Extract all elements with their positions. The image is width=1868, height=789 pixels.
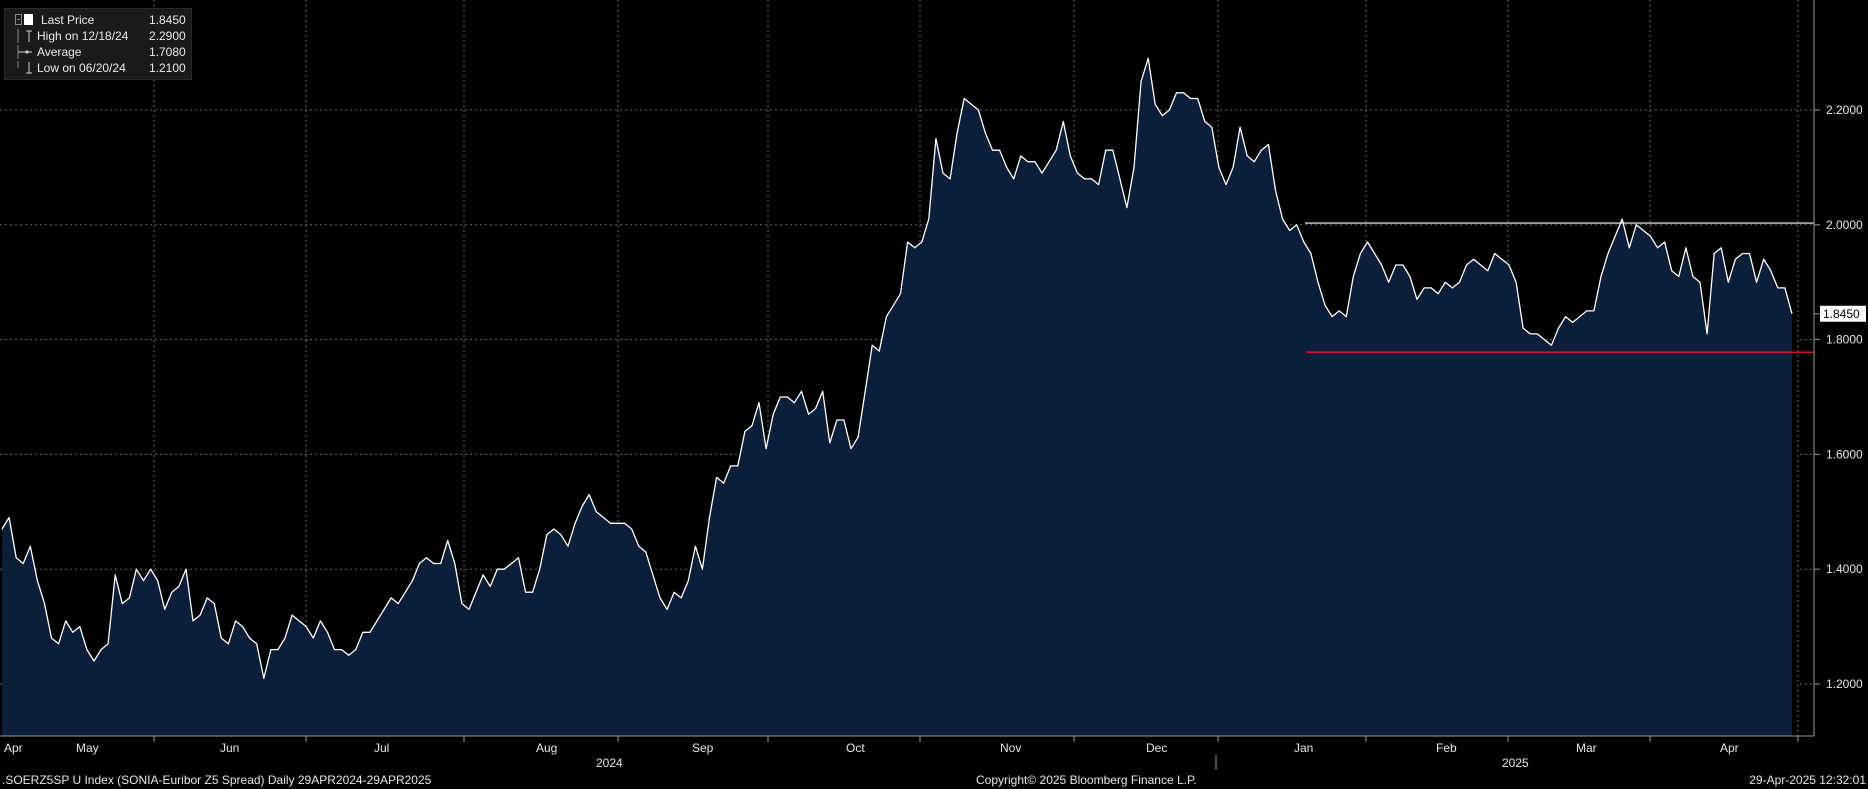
legend-row-last-price: Last Price 1.8450 — [5, 12, 191, 28]
legend-row-low: Low on 06/20/24 1.2100 — [5, 60, 191, 76]
legend-label: Average — [37, 45, 82, 59]
high-marker-icon — [17, 29, 32, 43]
legend-row-high: High on 12/18/24 2.2900 — [5, 28, 191, 44]
x-month-label: Feb — [1436, 741, 1457, 755]
annotations — [1305, 222, 1814, 736]
footer-timestamp: 29-Apr-2025 12:32:01 — [1749, 773, 1866, 787]
x-month-label: Jun — [220, 741, 239, 755]
x-year-label: 2025 — [1502, 756, 1529, 770]
x-month-label: Aug — [536, 741, 557, 755]
axes: 1.2000 1.4000 1.6000 1.8000 2.0000 2.2000 1.84… — [0, 0, 1866, 770]
x-month-label: Oct — [846, 741, 865, 755]
y-tick-label: 1.6000 — [1826, 447, 1863, 461]
last-price-swatch-icon — [15, 14, 33, 25]
footer-ticker-description: .SOERZ5SP U Index (SONIA-Euribor Z5 Spre… — [2, 773, 432, 787]
x-month-label: Mar — [1576, 741, 1597, 755]
legend-label: High on 12/18/24 — [37, 29, 129, 43]
series-area-fill — [2, 58, 1792, 737]
x-month-label: Dec — [1146, 741, 1167, 755]
average-marker-icon — [17, 45, 32, 59]
legend-label: Low on 06/20/24 — [37, 61, 126, 75]
x-month-label: Apr — [4, 741, 23, 755]
legend-row-average: Average 1.7080 — [5, 44, 191, 60]
legend-value: 2.2900 — [149, 29, 186, 43]
x-month-label: Jan — [1294, 741, 1313, 755]
last-value-badge — [1820, 305, 1866, 322]
x-year-label: 2024 — [596, 756, 623, 770]
y-tick-label: 2.0000 — [1826, 218, 1863, 232]
x-month-label: May — [76, 741, 99, 755]
legend: Last Price 1.8450 High on 12/18/24 2.290… — [4, 8, 192, 80]
legend-label: Last Price — [41, 13, 95, 27]
low-marker-icon — [17, 61, 32, 74]
legend-value: 1.2100 — [149, 61, 186, 75]
footer-copyright: Copyright© 2025 Bloomberg Finance L.P. — [976, 773, 1197, 787]
x-month-label: Apr — [1720, 741, 1739, 755]
last-value-label: 1.8450 — [1823, 307, 1860, 321]
y-tick-label: 2.2000 — [1826, 103, 1863, 117]
price-area — [1, 57, 1793, 737]
x-month-label: Nov — [1000, 741, 1021, 755]
x-month-label: Jul — [374, 741, 389, 755]
legend-value: 1.7080 — [149, 45, 186, 59]
y-tick-label: 1.4000 — [1826, 562, 1863, 576]
series-line — [1, 57, 1793, 679]
legend-value: 1.8450 — [149, 13, 186, 27]
y-tick-label: 1.2000 — [1826, 677, 1863, 691]
x-month-label: Sep — [692, 741, 714, 755]
y-tick-label: 1.8000 — [1826, 333, 1863, 347]
